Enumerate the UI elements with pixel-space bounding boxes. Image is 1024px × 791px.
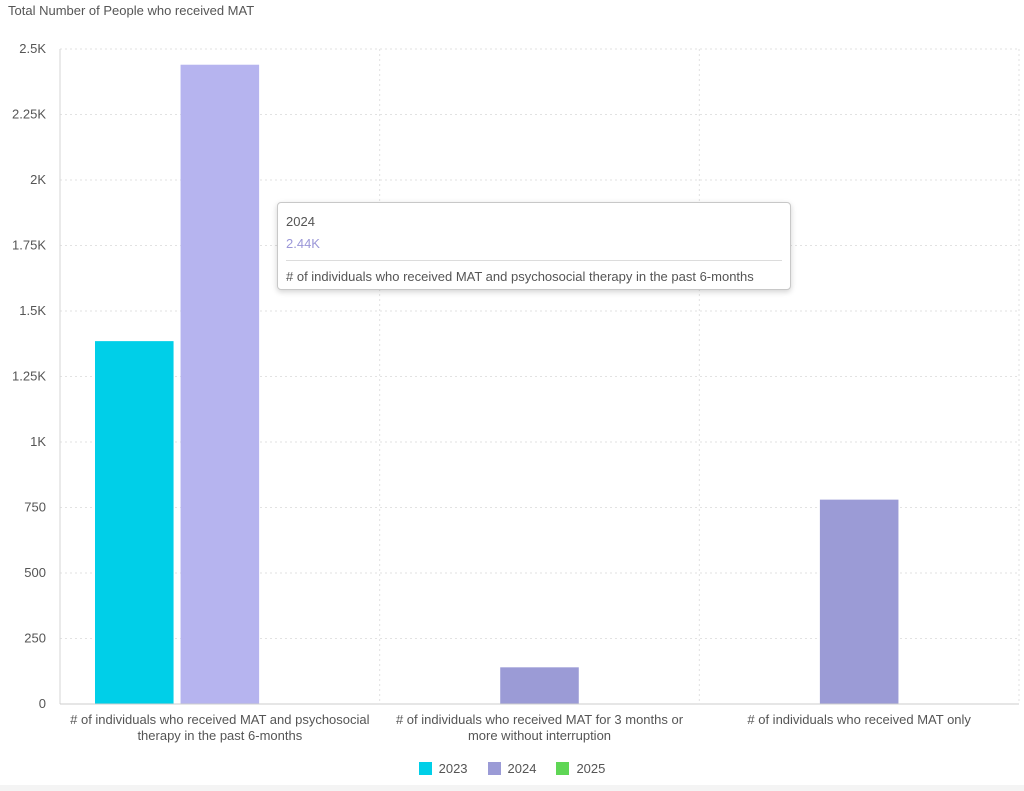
legend-label-2023: 2023 — [438, 761, 468, 776]
tooltip-value: 2.44K — [286, 236, 320, 251]
x-category-label: # of individuals who received MAT only — [747, 712, 971, 727]
tooltip-divider — [286, 260, 782, 261]
legend-label-2025: 2025 — [576, 761, 606, 776]
bar-2024-cat-1[interactable] — [500, 667, 579, 704]
x-axis-labels: # of individuals who received MAT and ps… — [70, 712, 971, 743]
y-tick-label: 1.5K — [19, 303, 46, 318]
y-axis-ticks: 0 250 500 750 1K 1.25K 1.5K 1.75K 2K 2.25K 2.5K — [12, 41, 46, 711]
y-tick-label: 0 — [39, 696, 46, 711]
legend-item-2025[interactable]: 2025 — [556, 761, 605, 776]
tooltip-series-name: 2024 — [286, 214, 315, 229]
y-tick-label: 2K — [30, 172, 46, 187]
chart-title: Total Number of People who received MAT — [8, 3, 255, 18]
grid-lines — [59, 48, 1020, 704]
legend: 2023 2024 2025 — [0, 761, 1024, 776]
legend-item-2024[interactable]: 2024 — [487, 761, 537, 776]
y-tick-label: 750 — [24, 500, 46, 515]
y-tick-label: 250 — [24, 631, 46, 646]
bars — [95, 64, 899, 705]
y-tick-label: 1.75K — [12, 238, 46, 253]
legend-swatch-2025 — [556, 762, 570, 775]
bottom-band — [0, 785, 1024, 791]
y-tick-label: 1K — [30, 434, 46, 449]
legend-item-2023[interactable]: 2023 — [418, 761, 468, 776]
bar-tooltip: 2024 2.44K # of individuals who received… — [277, 202, 791, 290]
x-category-label: # of individuals who received MAT and ps… — [70, 712, 370, 743]
bar-2023-cat-0[interactable] — [95, 341, 174, 704]
bar-2024-cat-2[interactable] — [819, 499, 899, 704]
y-tick-label: 1.25K — [12, 369, 46, 384]
legend-swatch-2023 — [418, 762, 432, 775]
tooltip-category: # of individuals who received MAT and ps… — [286, 269, 754, 284]
y-tick-label: 2.5K — [19, 41, 46, 56]
x-category-label: # of individuals who received MAT for 3 … — [396, 712, 684, 743]
y-tick-label: 500 — [24, 565, 46, 580]
y-tick-label: 2.25K — [12, 107, 46, 122]
bar-2024-cat-0[interactable] — [180, 64, 260, 705]
legend-swatch-2024 — [487, 762, 501, 775]
legend-label-2024: 2024 — [507, 761, 537, 776]
